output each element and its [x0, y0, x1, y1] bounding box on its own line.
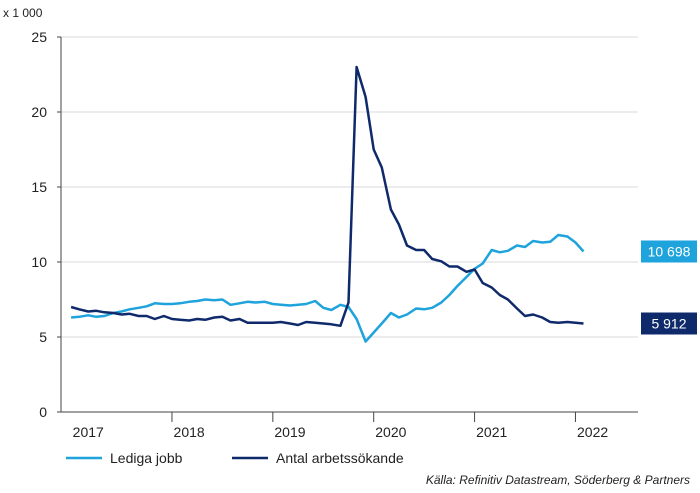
x-tick-label: 2019: [274, 424, 305, 440]
y-tick-label: 20: [31, 104, 47, 120]
y-tick-label: 5: [39, 329, 47, 345]
legend-label-lediga-jobb: Lediga jobb: [110, 450, 183, 466]
y-tick-label: 15: [31, 179, 47, 195]
legend-label-antal-arbetssokande: Antal arbetssökande: [276, 450, 404, 466]
end-label-box-1: [641, 312, 697, 335]
end-value-label-1: 5 912: [651, 316, 686, 332]
gridlines: [61, 36, 638, 338]
y-tick-label: 25: [31, 29, 47, 45]
x-tick-label: 2022: [577, 424, 608, 440]
source-note: Källa: Refinitiv Datastream, Söderberg &…: [426, 473, 690, 487]
axes: 0 5 10 15 20 25 2017 2018 2019 2020 2021 2022: [31, 29, 638, 440]
x-tick-label: 2021: [476, 424, 507, 440]
end-label-box-0: [641, 240, 697, 263]
x-tick-label: 2020: [375, 424, 406, 440]
series-line-0: [70, 233, 585, 343]
y-tick-label: 10: [31, 254, 47, 270]
x-tick-label: 2017: [73, 424, 104, 440]
series-lines: [70, 65, 585, 343]
y-axis-unit-label: x 1 000: [3, 6, 43, 20]
end-value-labels: 10 698 5 912: [641, 240, 697, 335]
series-line-1: [70, 65, 584, 328]
x-tick-label: 2018: [174, 424, 205, 440]
end-value-label-0: 10 698: [648, 244, 691, 260]
legend: Lediga jobb Antal arbetssökande: [66, 450, 404, 466]
y-tick-label: 0: [39, 404, 47, 420]
